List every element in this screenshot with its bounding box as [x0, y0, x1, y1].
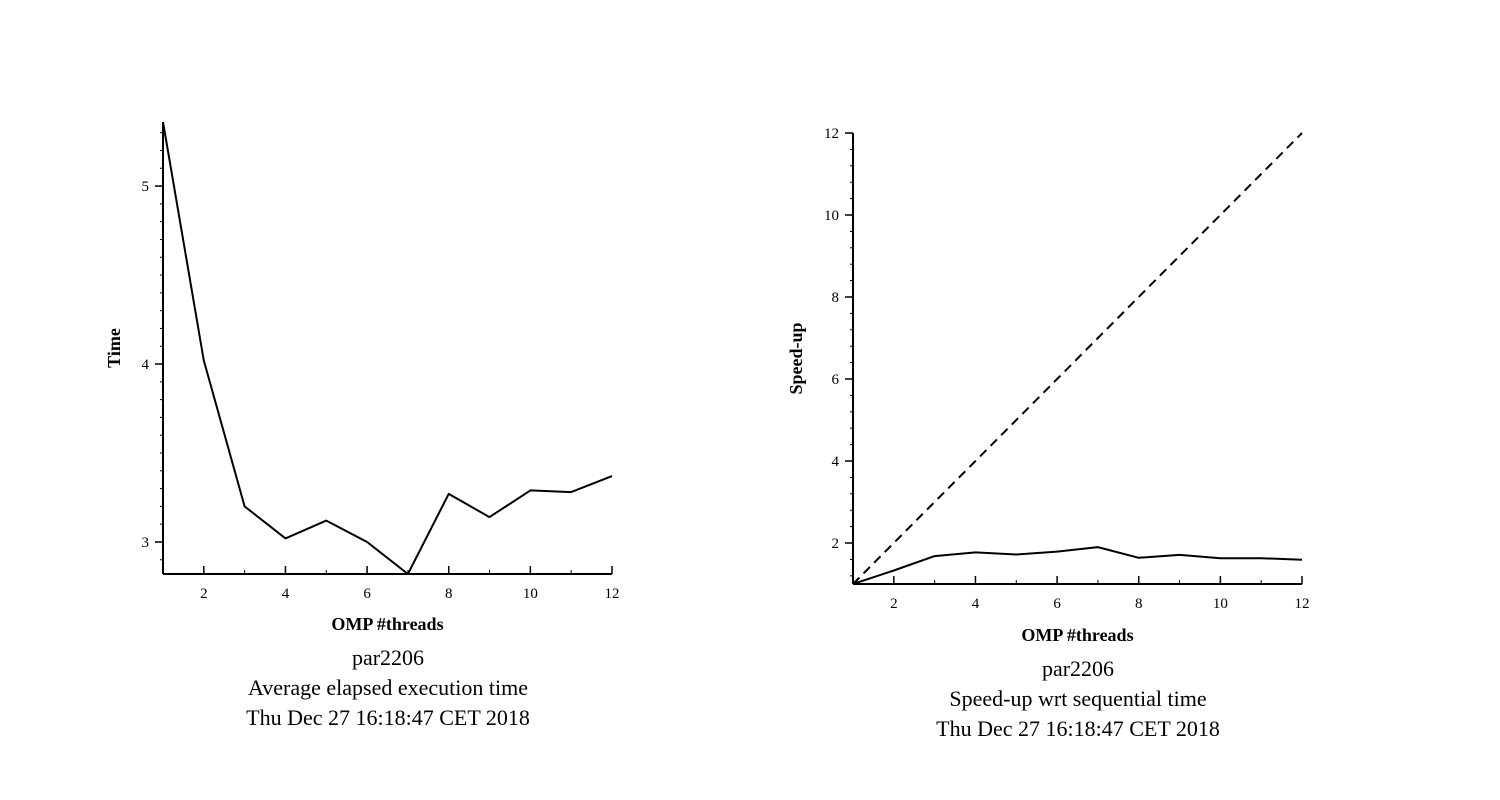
y-tick-label: 3	[142, 535, 150, 551]
x-tick-label: 12	[605, 586, 620, 602]
y-tick-label: 8	[832, 290, 840, 306]
x-tick-label: 6	[1053, 596, 1061, 612]
x-tick-label: 10	[523, 586, 538, 602]
ideal-speedup-line	[852, 132, 1303, 585]
execution-time-chart: 2 4 6 8 10 12 3 4 5 OMP #threads Time	[104, 121, 620, 634]
x-axis-label: OMP #threads	[1021, 625, 1133, 645]
x-tick-label: 6	[363, 586, 371, 602]
y-tick-label: 5	[142, 179, 150, 195]
x-tick-label: 2	[890, 596, 898, 612]
caption-date: Thu Dec 27 16:18:47 CET 2018	[246, 705, 530, 730]
caption-host: par2206	[351, 645, 425, 670]
x-tick-label: 12	[1295, 596, 1310, 612]
x-tick-label: 4	[972, 596, 980, 612]
speedup-series-line	[852, 546, 1303, 585]
x-tick-label: 8	[445, 586, 453, 602]
x-axis-label: OMP #threads	[331, 614, 443, 634]
x-tick-label: 2	[200, 586, 208, 602]
y-axis-label: Speed-up	[786, 322, 806, 394]
x-tick-label: 10	[1213, 596, 1228, 612]
x-tick-label: 4	[282, 586, 290, 602]
caption-date: Thu Dec 27 16:18:47 CET 2018	[936, 716, 1220, 741]
time-series-line	[162, 121, 613, 575]
speedup-caption: par2206 Speed-up wrt sequential time Thu…	[868, 654, 1288, 744]
y-tick-label: 12	[824, 126, 839, 142]
y-tick-label: 6	[832, 372, 840, 388]
caption-host: par2206	[1041, 656, 1115, 681]
y-tick-label: 4	[832, 454, 840, 470]
speedup-chart: 2 4 6 8 10 12 2 4 6 8 10 12 OMP #threads Speed-up	[786, 126, 1310, 645]
execution-time-caption: par2206 Average elapsed execution time T…	[178, 643, 598, 733]
caption-title: Speed-up wrt sequential time	[949, 686, 1207, 711]
y-tick-label: 2	[832, 536, 840, 552]
y-axis-label: Time	[104, 328, 124, 368]
y-tick-label: 10	[824, 208, 839, 224]
x-tick-label: 8	[1135, 596, 1143, 612]
caption-title: Average elapsed execution time	[248, 675, 528, 700]
y-tick-label: 4	[142, 357, 150, 373]
